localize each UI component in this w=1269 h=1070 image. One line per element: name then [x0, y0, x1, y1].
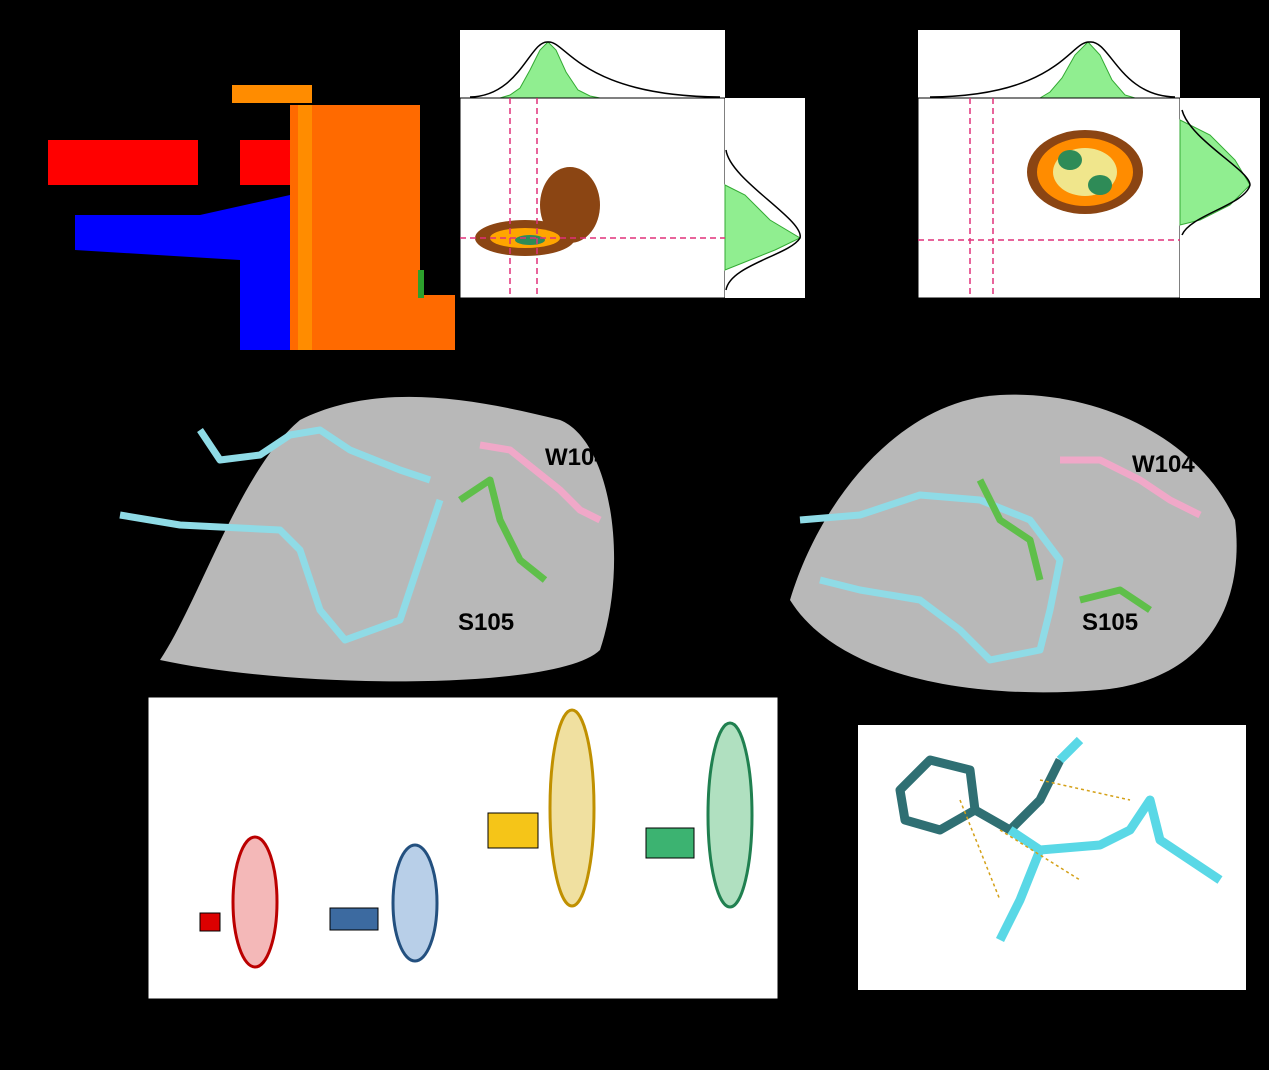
ligand	[197, 426, 432, 484]
histogram-bars	[1038, 41, 1136, 99]
box-plot	[147, 696, 779, 1000]
structure-left: W104 S105	[119, 396, 615, 682]
density-curve	[929, 41, 1176, 98]
green-strip	[418, 270, 424, 298]
structure-right: W104 S105	[790, 394, 1237, 693]
schematic	[48, 85, 458, 350]
residue	[1060, 456, 1202, 519]
histogram-top	[460, 30, 725, 98]
residue	[976, 478, 1152, 613]
residue-label: W104	[1132, 451, 1195, 478]
orange-block	[232, 85, 312, 103]
residue-label: S105	[1082, 609, 1138, 636]
scatter-core	[1088, 175, 1112, 195]
histogram-bars	[1179, 119, 1251, 226]
red-block	[48, 140, 198, 185]
molecule-bonds	[995, 736, 1223, 943]
ligand	[799, 491, 1064, 664]
density-curve	[725, 149, 801, 291]
residue	[458, 476, 548, 583]
points	[548, 708, 596, 908]
scatter-core	[1058, 150, 1082, 170]
residue-label: S105	[458, 609, 514, 636]
ribbon	[160, 396, 615, 682]
blue-block	[75, 195, 290, 350]
box	[199, 912, 221, 932]
density-curve	[469, 41, 721, 98]
residue-label: W104	[545, 444, 608, 471]
molecule-bonds	[895, 755, 1065, 835]
molecule-view	[858, 725, 1246, 990]
points	[706, 721, 754, 909]
box	[329, 907, 379, 931]
histogram-bars	[724, 184, 802, 271]
histogram-top	[918, 30, 1180, 98]
points	[231, 835, 279, 969]
points	[391, 843, 439, 963]
histogram-bars	[499, 41, 601, 99]
orange-stripe	[298, 105, 312, 350]
joint-plot-left	[459, 30, 805, 299]
residue	[479, 441, 602, 524]
red-block	[240, 140, 290, 185]
scatter-core	[515, 235, 545, 245]
interactions	[959, 779, 1131, 901]
box	[487, 812, 539, 849]
joint-plot-right	[917, 30, 1260, 299]
density-curve	[1181, 109, 1251, 236]
ligand	[119, 498, 444, 644]
scatter-cloud	[540, 167, 600, 243]
box	[645, 827, 695, 859]
axis-area	[420, 100, 458, 295]
